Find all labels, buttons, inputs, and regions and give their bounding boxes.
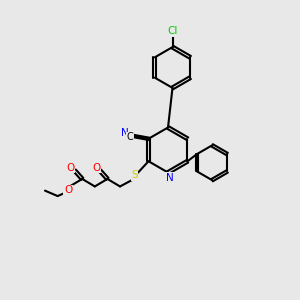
Text: O: O (92, 163, 100, 172)
Text: O: O (67, 163, 75, 172)
Text: N: N (121, 128, 128, 138)
Text: N: N (166, 173, 173, 183)
Text: S: S (131, 170, 138, 180)
Text: C: C (127, 132, 133, 142)
Text: Cl: Cl (167, 26, 178, 37)
Text: O: O (64, 185, 72, 195)
